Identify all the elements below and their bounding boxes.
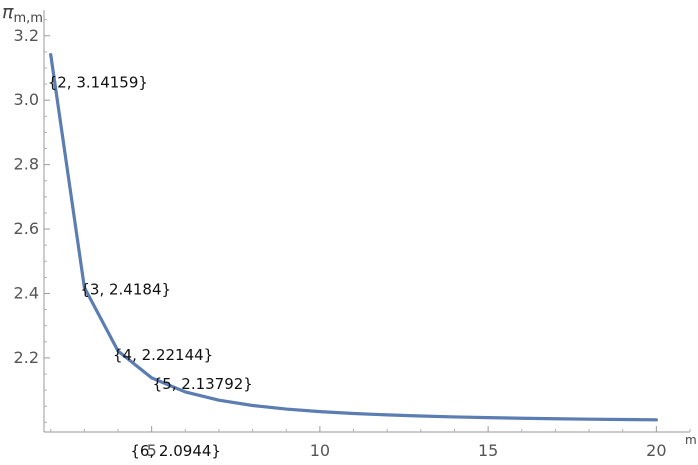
y-tick-label: 2.2 bbox=[14, 348, 39, 367]
annotation-layer: {2, 3.14159} {3, 2.4184} {4, 2.22144} {5, 2… bbox=[48, 74, 253, 460]
y-tick-label: 2.6 bbox=[14, 219, 39, 238]
y-tick-label: 3.2 bbox=[14, 26, 39, 45]
x-axis-title: m bbox=[685, 433, 697, 447]
y-ticks: 2.2 2.4 2.6 2.8 3.0 3.2 bbox=[14, 19, 50, 423]
y-axis-title: πm,m bbox=[2, 1, 43, 26]
point-label: {6, 2.0944} bbox=[130, 442, 221, 460]
x-tick-label: 10 bbox=[310, 441, 330, 460]
x-tick-label: 15 bbox=[478, 441, 498, 460]
y-tick-label: 2.4 bbox=[14, 283, 39, 302]
series-layer bbox=[49, 52, 658, 422]
point-label: {4, 2.22144} bbox=[113, 346, 213, 364]
y-axis-title-main: π bbox=[2, 1, 14, 23]
x-tick-label: 5 bbox=[147, 441, 157, 460]
point-label: {3, 2.4184} bbox=[80, 281, 171, 299]
x-tick-label: 20 bbox=[646, 441, 666, 460]
point-label: {5, 2.13792} bbox=[153, 375, 253, 393]
y-axis-title-subscript: m,m bbox=[13, 11, 42, 26]
series-line bbox=[49, 52, 658, 422]
y-tick-label: 2.8 bbox=[14, 155, 39, 174]
y-tick-label: 3.0 bbox=[14, 90, 39, 109]
point-label: {2, 3.14159} bbox=[48, 74, 148, 92]
x-ticks: 5 10 15 20 bbox=[50, 426, 691, 460]
